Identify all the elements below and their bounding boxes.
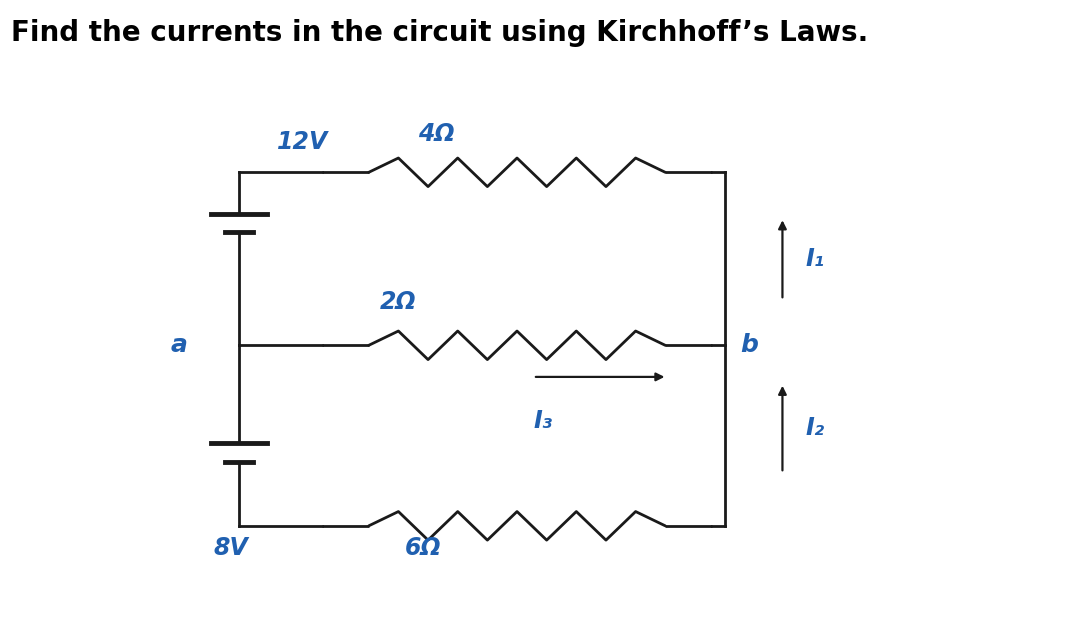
Text: I₃: I₃ (533, 409, 552, 433)
Text: Find the currents in the circuit using Kirchhoff’s Laws.: Find the currents in the circuit using K… (11, 19, 868, 47)
Text: 2Ω: 2Ω (379, 290, 416, 314)
Text: 8V: 8V (213, 536, 248, 560)
Text: 6Ω: 6Ω (405, 536, 441, 560)
Text: 4Ω: 4Ω (418, 122, 454, 146)
Text: 12V: 12V (277, 130, 328, 153)
Text: I₂: I₂ (806, 416, 825, 440)
Text: b: b (740, 333, 758, 357)
Text: I₁: I₁ (806, 247, 825, 271)
Text: a: a (171, 333, 188, 357)
